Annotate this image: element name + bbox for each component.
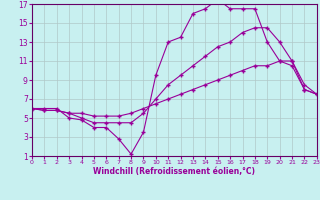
X-axis label: Windchill (Refroidissement éolien,°C): Windchill (Refroidissement éolien,°C) (93, 167, 255, 176)
